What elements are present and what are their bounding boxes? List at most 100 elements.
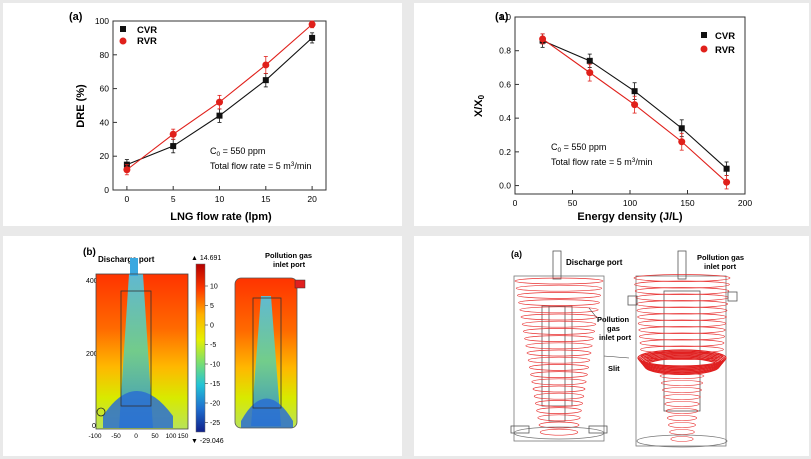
y-tick-label: 0.0 [499, 181, 511, 191]
flow-streamline-right [638, 326, 726, 334]
x-tick-label: 200 [738, 198, 752, 208]
label-gas: gas [607, 324, 620, 333]
y-tick-label: 100 [95, 16, 109, 26]
x-tick-label: 0 [513, 198, 518, 208]
x-tick-label: 50 [151, 433, 159, 440]
x-tick-label: 20 [307, 194, 317, 204]
flow-streamline-left [519, 306, 599, 314]
annotation-flow-rate: Total flow rate = 5 m3/min [210, 161, 311, 171]
reactor-outline-left [513, 275, 605, 442]
legend-label-rvr: RVR [715, 45, 735, 56]
discharge-port-pipe [130, 258, 138, 276]
flow-streamline-left [531, 378, 587, 386]
data-point-rvr [586, 69, 594, 77]
flow-streamline-lower [662, 387, 702, 393]
flow-streamline-left [517, 292, 601, 299]
flow-streamline-right [634, 287, 730, 295]
colorbar-tick-label: 5 [210, 303, 214, 310]
x-tick-label: 100 [623, 198, 637, 208]
flow-streamline-left [524, 335, 594, 342]
data-point-rvr [216, 98, 223, 106]
reactor-outline-right [635, 275, 727, 447]
flow-streamline-left [520, 313, 598, 321]
x-tick-label: 50 [568, 198, 578, 208]
vessel-outline-left [95, 273, 189, 430]
flow-streamline-lower [668, 422, 696, 428]
legend-marker-rvr [119, 37, 127, 45]
velocity-field-figure: (b) Discharge port Pollution gas inlet p… [83, 247, 312, 445]
tick-y-0: 0 [92, 423, 96, 430]
flow-streamline-left [530, 371, 588, 378]
outflow-zone-left [103, 391, 173, 428]
slit-vortex [642, 355, 722, 373]
data-point-cvr [216, 112, 223, 119]
colorbar-tick-label: -25 [210, 420, 220, 427]
y-tick-label: 20 [100, 151, 110, 161]
flow-streamline-left [535, 400, 583, 407]
dre-chart-panel: (a) 0 20 40 60 80 100 0 5 10 15 20 DRE (%) LNG fl… [3, 3, 402, 226]
data-point-rvr [678, 138, 686, 146]
y-tick-label: 40 [100, 117, 110, 127]
inlet-pointer [588, 307, 598, 319]
outlet-pipe-left-a [510, 425, 530, 434]
tick-y-400: 400 [86, 278, 98, 285]
data-point-rvr [262, 61, 270, 69]
vessel-outline-right [234, 277, 298, 429]
y-tick-label: 60 [100, 84, 110, 94]
reactor-diagram-panel: (a) Discharge port Pollution gas inlet p… [414, 236, 809, 456]
x-tick-label: 100 [166, 433, 177, 440]
reactor-diagram: (a) Discharge port Pollution gas inlet p… [510, 249, 744, 448]
flow-streamline-left [514, 277, 604, 285]
dre-chart: (a) 0 20 40 60 80 100 0 5 10 15 20 DRE (%) LNG fl… [69, 11, 327, 223]
label-inlet-port: inlet port [273, 260, 306, 269]
data-point-rvr [123, 166, 131, 174]
label-inlet-port-top: inlet port [704, 262, 737, 271]
flow-streamline-left [525, 342, 593, 350]
slit-vortex [639, 351, 725, 370]
y-axis-label: DRE (%) [75, 84, 87, 128]
label-pollution-gas: Pollution gas [265, 251, 312, 260]
label-pollution-gas-top: Pollution gas [697, 253, 744, 262]
x-tick-label: 150 [680, 198, 694, 208]
data-point-rvr [308, 20, 316, 28]
flow-streamline-lower [669, 429, 695, 435]
x-tick-label: 0 [134, 433, 138, 440]
y-tick-label: 0.2 [499, 147, 511, 157]
flow-streamline-left [521, 320, 597, 328]
panel-label: (a) [511, 249, 522, 259]
colorbar-tick-label: -20 [210, 401, 220, 408]
colorbar-tick-label: -15 [210, 381, 220, 388]
data-point-cvr [309, 34, 316, 41]
data-point-cvr [262, 77, 269, 84]
outflow-zone-right [241, 398, 293, 428]
label-discharge-port: Discharge port [566, 258, 623, 267]
x-tick-label: 15 [261, 194, 271, 204]
inlet-jet-right [251, 296, 281, 426]
data-point-rvr [169, 130, 177, 138]
legend-marker-cvr [701, 32, 707, 38]
x-tick-label: -100 [88, 433, 101, 440]
velocity-field-panel: (b) Discharge port Pollution gas inlet p… [3, 236, 402, 456]
y-tick-label: 0.8 [499, 46, 511, 56]
flow-streamline-left [529, 364, 589, 371]
slit-pointer [603, 355, 630, 359]
colorbar-max: ▲ 14.691 [191, 255, 221, 262]
data-point-cvr [170, 143, 177, 150]
colorbar-min: ▼ -29.046 [191, 438, 224, 445]
x-tick-label: 5 [171, 194, 176, 204]
colorbar [195, 263, 206, 433]
flow-streamline-left [527, 356, 591, 364]
x-axis-label: Energy density (J/L) [577, 211, 682, 223]
y-tick-label: 0 [104, 185, 109, 195]
flow-streamline-lower [660, 380, 704, 386]
annotation-concentration: C0 = 550 ppm [210, 146, 265, 158]
x-tick-label: 150 [178, 433, 189, 440]
x-axis-label: LNG flow rate (lpm) [170, 211, 272, 223]
panel-label: (b) [83, 247, 96, 258]
legend-marker-cvr [120, 26, 126, 32]
conversion-chart-panel: (a) 0.0 0.2 0.4 0.6 0.8 1.0 0 50 100 150 200 X/X0… [414, 3, 809, 226]
flow-streamline-right [636, 300, 728, 308]
flow-streamline-right [636, 306, 728, 315]
colorbar-tick-label: -5 [210, 342, 216, 349]
flow-streamline-left [526, 349, 592, 357]
